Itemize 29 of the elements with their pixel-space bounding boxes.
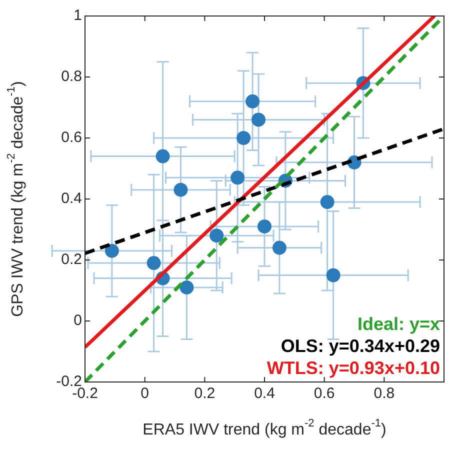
x-tick-label: 0.8	[374, 385, 395, 402]
point	[258, 219, 272, 234]
point	[272, 240, 286, 255]
x-tick-label: 0.6	[314, 385, 335, 402]
y-tick-label: 0.4	[61, 190, 82, 208]
point	[104, 244, 119, 258]
point	[210, 228, 224, 243]
point	[180, 280, 194, 294]
point	[156, 149, 170, 164]
point	[146, 256, 161, 270]
point	[246, 94, 260, 108]
point	[230, 170, 245, 185]
point	[320, 195, 334, 210]
x-tick-label: 0.4	[254, 385, 275, 402]
y-tick-label: 0.8	[61, 68, 82, 86]
point	[236, 131, 251, 145]
y-tick-label: 0	[74, 312, 82, 330]
y-axis-title: GPS IWV trend (kg m-2 decade-1)	[6, 81, 26, 317]
x-tick-label: 0.2	[194, 385, 216, 402]
y-tick-label: 0.2	[61, 251, 82, 268]
text: Ideal: y=x	[357, 314, 440, 334]
y-tick-label: 1	[74, 7, 82, 24]
point	[252, 112, 266, 127]
point	[174, 182, 188, 197]
text: WTLS: y=0.93x+0.10	[266, 358, 440, 378]
x-tick-label: 0	[140, 385, 150, 402]
point	[326, 268, 340, 282]
text: OLS: y=0.34x+0.29	[280, 336, 440, 356]
y-tick-label: 0.6	[61, 129, 82, 146]
